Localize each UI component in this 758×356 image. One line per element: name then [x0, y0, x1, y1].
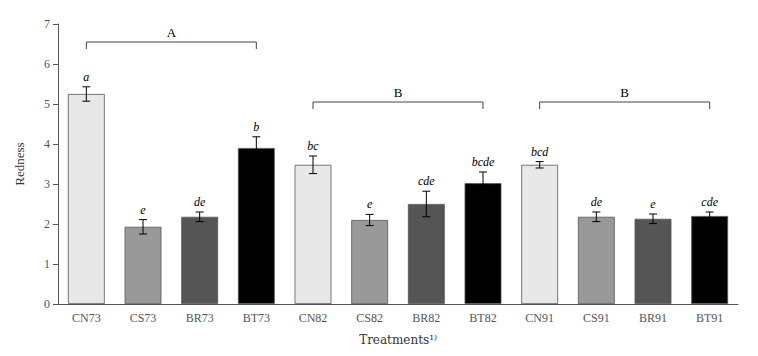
svg-text:BR73: BR73 [186, 311, 214, 325]
svg-text:5: 5 [44, 97, 50, 111]
svg-text:CS82: CS82 [356, 311, 383, 325]
svg-text:BT82: BT82 [469, 311, 496, 325]
svg-text:bcde: bcde [472, 155, 495, 169]
svg-text:a: a [83, 70, 89, 84]
svg-text:cde: cde [418, 174, 435, 188]
svg-text:CS91: CS91 [583, 311, 610, 325]
svg-text:CN73: CN73 [72, 311, 101, 325]
svg-text:CN82: CN82 [299, 311, 328, 325]
svg-text:4: 4 [44, 137, 50, 151]
svg-text:e: e [650, 197, 656, 211]
svg-text:BR82: BR82 [412, 311, 440, 325]
svg-text:de: de [194, 195, 206, 209]
svg-text:CS73: CS73 [130, 311, 157, 325]
svg-text:b: b [253, 120, 259, 134]
svg-text:B: B [620, 85, 629, 100]
svg-text:e: e [367, 197, 373, 211]
svg-text:7: 7 [44, 17, 50, 31]
svg-text:3: 3 [44, 177, 50, 191]
svg-text:0: 0 [44, 297, 50, 311]
svg-text:Treatments¹⁾: Treatments¹⁾ [359, 333, 437, 347]
svg-text:de: de [591, 195, 603, 209]
svg-text:BT73: BT73 [243, 311, 270, 325]
svg-text:BR91: BR91 [639, 311, 667, 325]
svg-text:1: 1 [44, 257, 50, 271]
svg-text:B: B [394, 85, 403, 100]
svg-text:cde: cde [701, 195, 718, 209]
svg-text:e: e [140, 203, 146, 217]
svg-text:Redness: Redness [12, 142, 27, 185]
svg-text:bc: bc [307, 139, 319, 153]
svg-text:A: A [167, 25, 177, 40]
svg-text:BT91: BT91 [696, 311, 723, 325]
svg-text:6: 6 [44, 57, 50, 71]
svg-text:bcd: bcd [531, 145, 549, 159]
svg-text:2: 2 [44, 217, 50, 231]
svg-text:CN91: CN91 [525, 311, 554, 325]
